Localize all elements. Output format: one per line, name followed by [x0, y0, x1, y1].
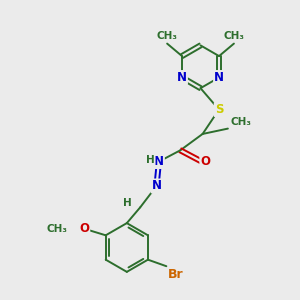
Text: CH₃: CH₃ — [47, 224, 68, 234]
Text: N: N — [177, 71, 187, 84]
Text: H: H — [146, 155, 155, 165]
Text: H: H — [123, 198, 132, 208]
Text: CH₃: CH₃ — [224, 31, 244, 41]
Text: N: N — [154, 155, 164, 168]
Text: CH₃: CH₃ — [157, 31, 178, 41]
Text: O: O — [200, 155, 210, 168]
Text: O: O — [79, 222, 89, 235]
Text: S: S — [215, 103, 223, 116]
Text: Br: Br — [168, 268, 184, 281]
Text: N: N — [152, 179, 161, 193]
Text: CH₃: CH₃ — [230, 117, 251, 127]
Text: N: N — [214, 71, 224, 84]
